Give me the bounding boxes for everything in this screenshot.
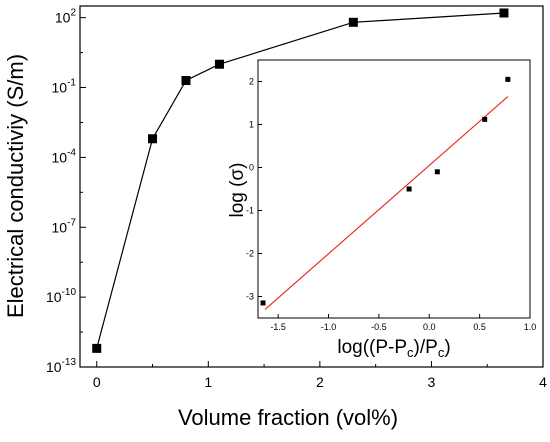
main-y-tick-label: 10-1 — [52, 78, 77, 96]
main-y-tick-exponent: -4 — [67, 147, 76, 158]
inset-y-tick-label: 1 — [249, 120, 254, 130]
inset-x-tick-label: -1.5 — [270, 322, 286, 332]
main-data-point — [148, 134, 158, 144]
main-data-point — [181, 76, 191, 86]
inset-y-tick-label: -1 — [246, 206, 254, 216]
main-y-tick-exponent: 2 — [70, 8, 76, 19]
main-x-tick-label: 4 — [539, 374, 547, 390]
inset-data-point — [434, 169, 440, 175]
main-y-axis-title: Electrical conductiviy (S/m) — [3, 54, 28, 318]
inset-x-title-sub1: c — [407, 345, 414, 360]
inset-data-point — [406, 186, 412, 192]
main-data-point — [499, 8, 509, 18]
inset-x-axis-title: log((P-Pc)/Pc) — [337, 337, 450, 360]
main-data-point — [92, 343, 102, 353]
main-series-markers — [92, 8, 509, 353]
main-plot-frame — [79, 5, 544, 368]
inset-y-tick-label: 0 — [249, 163, 254, 173]
inset-y-tick-label: 2 — [249, 77, 254, 87]
main-x-axis-title: Volume fraction (vol%) — [178, 405, 398, 430]
main-y-tick-exponent: -7 — [67, 217, 76, 228]
main-y-tick-base: 10 — [52, 149, 68, 165]
inset-data-markers — [260, 76, 511, 306]
main-y-tick-exponent: -13 — [62, 357, 77, 368]
inset-y-axis-ticks: -3 -2 -1 0 1 2 — [246, 77, 262, 302]
inset-data-point — [505, 76, 511, 82]
inset-x-tick-label: -1.0 — [321, 322, 337, 332]
main-y-tick-base: 10 — [55, 10, 71, 26]
main-y-tick-label: 10-13 — [46, 357, 76, 375]
inset-x-tick-label: 0.0 — [423, 322, 436, 332]
inset-x-title-sub2: c — [438, 345, 445, 360]
inset-x-tick-label: -0.5 — [371, 322, 387, 332]
inset-data-point — [260, 300, 266, 306]
inset-x-title-part3: ) — [444, 337, 450, 358]
main-y-tick-base: 10 — [52, 80, 68, 96]
main-y-tick-label: 10-4 — [52, 147, 77, 165]
main-y-tick-exponent: -10 — [62, 287, 77, 298]
inset-x-tick-label: 1.0 — [524, 322, 537, 332]
main-x-axis-ticks: 0 1 2 3 4 — [93, 361, 547, 390]
main-y-tick-label: 10-10 — [46, 287, 76, 305]
inset-chart: -1.5 -1.0 -0.5 0.0 0.5 1.0 -3 -2 -1 0 1 2 log((P-P… — [227, 59, 536, 360]
main-y-tick-label: 102 — [55, 8, 77, 26]
inset-y-tick-label: -2 — [246, 249, 254, 259]
main-x-tick-label: 2 — [316, 374, 324, 390]
inset-y-axis-title: log (σ) — [227, 162, 248, 217]
inset-x-title-part1: log((P-P — [337, 337, 407, 358]
main-x-tick-label: 3 — [428, 374, 436, 390]
inset-data-point — [482, 116, 488, 122]
inset-x-title-part2: )/P — [414, 337, 438, 358]
inset-y-tick-label: -3 — [246, 292, 254, 302]
inset-plot-frame — [257, 59, 531, 319]
main-y-tick-label: 10-7 — [52, 217, 77, 235]
main-y-tick-base: 10 — [46, 359, 62, 375]
main-y-tick-base: 10 — [52, 219, 68, 235]
inset-x-axis-ticks: -1.5 -1.0 -0.5 0.0 0.5 1.0 — [270, 314, 536, 332]
main-series-line — [96, 12, 505, 349]
inset-x-tick-label: 0.5 — [473, 322, 486, 332]
main-x-tick-label: 0 — [93, 374, 101, 390]
main-y-tick-exponent: -1 — [67, 78, 76, 89]
main-y-tick-base: 10 — [46, 289, 62, 305]
main-x-tick-label: 1 — [204, 374, 212, 390]
main-data-point — [214, 59, 224, 69]
inset-fit-line — [264, 96, 509, 310]
main-data-point — [348, 17, 358, 27]
